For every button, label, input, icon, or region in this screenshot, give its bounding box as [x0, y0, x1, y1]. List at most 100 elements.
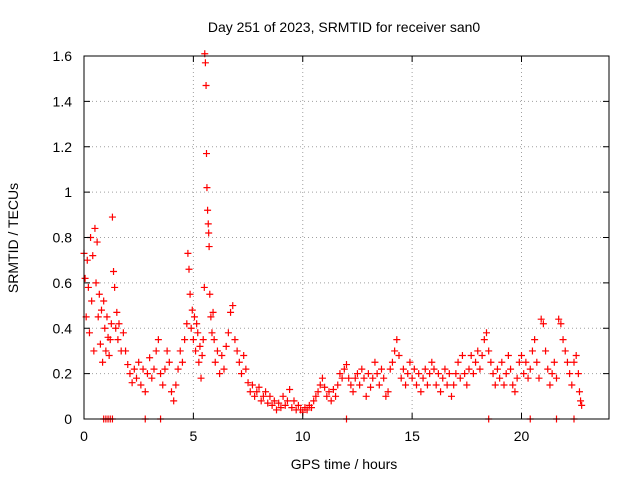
data-point — [174, 365, 182, 373]
data-point — [338, 374, 346, 382]
data-point — [103, 313, 111, 321]
x-axis-ticks: 0 5 10 15 20 — [80, 56, 529, 444]
data-point — [90, 347, 98, 355]
data-point — [410, 365, 418, 373]
data-point — [393, 336, 401, 344]
y-tick-label: 1 — [64, 184, 72, 200]
data-point — [502, 370, 510, 378]
data-point — [218, 351, 226, 359]
data-point — [233, 347, 241, 355]
data-point — [98, 306, 105, 314]
data-point — [201, 59, 209, 67]
data-point — [133, 374, 140, 382]
data-point — [119, 329, 127, 337]
data-point — [461, 370, 469, 378]
data-point — [415, 370, 423, 378]
data-point — [443, 381, 451, 389]
data-point — [184, 249, 192, 257]
data-point — [159, 381, 167, 389]
data-point — [555, 315, 563, 323]
data-point — [504, 351, 512, 359]
data-point — [193, 320, 201, 328]
data-point — [199, 336, 207, 344]
data-point — [227, 308, 235, 316]
data-point — [539, 320, 547, 328]
data-point — [204, 220, 212, 228]
data-point — [577, 397, 585, 405]
data-point — [154, 336, 162, 344]
data-point — [181, 336, 189, 344]
data-point — [172, 381, 180, 389]
data-point — [194, 329, 202, 337]
data-point — [353, 370, 361, 378]
data-point — [406, 358, 414, 366]
data-point — [257, 397, 265, 405]
data-point — [279, 392, 287, 400]
data-point — [563, 358, 571, 366]
data-point — [168, 388, 175, 396]
data-point — [458, 351, 466, 359]
data-point — [92, 279, 100, 287]
data-point — [99, 358, 107, 366]
data-point — [358, 365, 366, 373]
data-point — [124, 361, 132, 369]
data-point — [369, 374, 377, 382]
data-point — [102, 347, 110, 355]
data-point — [308, 404, 315, 412]
data-point — [195, 358, 203, 366]
data-point — [454, 358, 462, 366]
data-point — [264, 399, 272, 407]
data-point — [472, 358, 480, 366]
data-point — [211, 358, 219, 366]
y-tick-label: 1.2 — [53, 139, 73, 155]
y-tick-label: 0.2 — [53, 366, 73, 382]
data-point — [572, 351, 580, 359]
data-point — [566, 370, 574, 378]
data-point — [165, 358, 173, 366]
data-point — [95, 290, 103, 298]
data-point — [115, 320, 123, 328]
data-point — [546, 381, 554, 389]
data-point — [110, 268, 118, 276]
data-point — [485, 347, 493, 355]
data-point — [262, 388, 270, 396]
data-point — [548, 370, 556, 378]
data-point — [146, 354, 154, 362]
data-point — [362, 392, 370, 400]
data-point — [384, 388, 392, 396]
data-point — [380, 374, 388, 382]
data-point — [332, 392, 340, 400]
data-point — [515, 358, 523, 366]
data-point — [281, 401, 289, 409]
y-tick-label: 1.6 — [53, 48, 73, 64]
data-point — [242, 365, 250, 373]
data-point — [273, 406, 280, 414]
data-point — [518, 351, 525, 359]
x-tick-label: 10 — [295, 428, 311, 444]
data-point — [189, 336, 197, 344]
data-point — [533, 358, 541, 366]
data-point — [413, 381, 420, 389]
data-point — [491, 381, 499, 389]
data-point — [283, 397, 291, 405]
data-point — [85, 329, 93, 337]
data-point — [520, 370, 528, 378]
data-point — [493, 365, 501, 373]
data-point — [524, 374, 532, 382]
data-point — [550, 358, 558, 366]
data-point — [382, 392, 390, 400]
data-point — [561, 347, 569, 355]
data-point — [93, 238, 101, 246]
data-point — [439, 374, 447, 382]
data-point — [430, 365, 438, 373]
y-tick-label: 0 — [64, 411, 72, 427]
data-point — [325, 388, 333, 396]
data-point — [135, 358, 143, 366]
data-point — [334, 381, 342, 389]
data-point — [143, 370, 151, 378]
data-point — [253, 388, 261, 396]
data-point — [511, 388, 519, 396]
data-point — [386, 365, 394, 373]
data-point — [275, 399, 283, 407]
